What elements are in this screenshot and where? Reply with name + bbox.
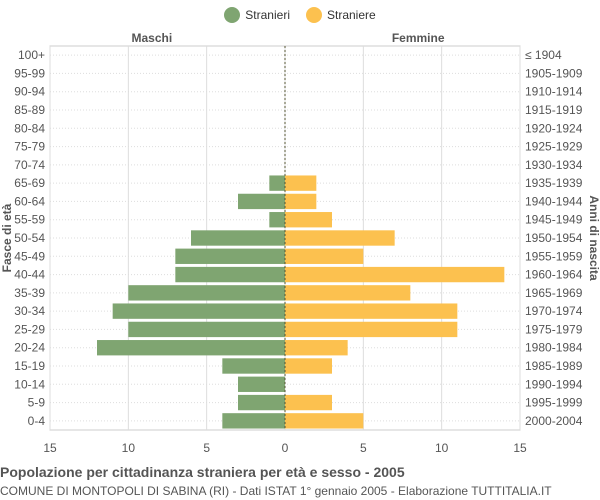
age-group-label: 75-79 bbox=[14, 140, 45, 154]
birth-year-label: 1955-1959 bbox=[525, 249, 583, 263]
birth-year-label: 1970-1974 bbox=[525, 304, 583, 318]
birth-year-label: 1985-1989 bbox=[525, 359, 583, 373]
x-tick-label: 10 bbox=[435, 441, 449, 455]
birth-year-label: 1975-1979 bbox=[525, 322, 583, 336]
age-group-label: 5-9 bbox=[28, 396, 46, 410]
birth-year-label: 1945-1949 bbox=[525, 213, 583, 227]
y-axis-label-right: Anni di nascita bbox=[587, 195, 600, 281]
population-pyramid-chart: 15 10 5 0 5 10 15 100+ ≤ 1904 95-99 1905-1909 90-94… bbox=[0, 31, 600, 455]
age-group-label: 65-69 bbox=[14, 176, 45, 190]
legend-item-straniere[interactable]: Straniere bbox=[305, 7, 376, 23]
legend-label-stranieri: Stranieri bbox=[245, 8, 290, 22]
legend-item-stranieri[interactable]: Stranieri bbox=[224, 7, 290, 23]
male-bar bbox=[112, 303, 286, 319]
female-bar bbox=[285, 321, 458, 338]
birth-year-label: 1910-1914 bbox=[525, 85, 583, 99]
age-group-label: 0-4 bbox=[28, 414, 46, 428]
birth-year-label: 1905-1909 bbox=[525, 66, 583, 80]
female-bar bbox=[285, 303, 458, 319]
female-bar bbox=[285, 248, 364, 264]
age-group-label: 35-39 bbox=[14, 286, 45, 300]
males-header: Maschi bbox=[131, 31, 172, 45]
age-group-label: 45-49 bbox=[14, 249, 45, 263]
x-tick-label: 5 bbox=[360, 441, 367, 455]
birth-year-label: 1990-1994 bbox=[525, 377, 583, 391]
male-bar bbox=[222, 358, 285, 374]
birth-year-label: 1995-1999 bbox=[525, 396, 583, 410]
age-group-label: 55-59 bbox=[14, 213, 45, 227]
female-bar bbox=[285, 212, 332, 228]
birth-year-label: 1925-1929 bbox=[525, 140, 583, 154]
legend: Stranieri Straniere bbox=[0, 7, 600, 23]
female-bar bbox=[285, 340, 348, 356]
x-tick-label: 15 bbox=[43, 441, 57, 455]
male-bar bbox=[269, 212, 285, 228]
age-group-label: 70-74 bbox=[14, 158, 45, 172]
birth-year-label: 1965-1969 bbox=[525, 286, 583, 300]
male-bar bbox=[175, 266, 285, 283]
male-bar bbox=[128, 321, 285, 338]
male-bar bbox=[269, 175, 285, 191]
female-bar bbox=[285, 358, 332, 374]
x-tick-label: 15 bbox=[513, 441, 527, 455]
age-group-label: 15-19 bbox=[14, 359, 45, 373]
birth-year-label: 1935-1939 bbox=[525, 176, 583, 190]
age-group-label: 40-44 bbox=[14, 268, 45, 282]
birth-year-label: 2000-2004 bbox=[525, 414, 583, 428]
birth-year-label: 1940-1944 bbox=[525, 194, 583, 208]
age-group-label: 60-64 bbox=[14, 194, 45, 208]
age-group-label: 95-99 bbox=[14, 66, 45, 80]
birth-year-label: 1950-1954 bbox=[525, 231, 583, 245]
male-bar bbox=[191, 230, 285, 246]
x-tick-label: 0 bbox=[282, 441, 289, 455]
age-group-label: 85-89 bbox=[14, 103, 45, 117]
age-group-label: 30-34 bbox=[14, 304, 45, 318]
age-group-label: 25-29 bbox=[14, 322, 45, 336]
male-bar bbox=[238, 193, 285, 210]
female-bar bbox=[285, 266, 505, 283]
x-tick-label: 5 bbox=[203, 441, 210, 455]
male-bar bbox=[175, 248, 285, 264]
straniere-swatch-icon bbox=[305, 7, 322, 23]
age-group-label: 10-14 bbox=[14, 377, 45, 391]
legend-label-straniere: Straniere bbox=[326, 8, 376, 22]
females-header: Femmine bbox=[392, 31, 445, 45]
age-group-label: 20-24 bbox=[14, 341, 45, 355]
age-group-label: 50-54 bbox=[14, 231, 45, 245]
male-bar bbox=[97, 340, 285, 356]
y-axis-label-left: Fasce di età bbox=[0, 203, 14, 272]
male-bar bbox=[222, 413, 285, 429]
female-bar bbox=[285, 230, 395, 246]
female-bar bbox=[285, 193, 317, 210]
female-bar bbox=[285, 285, 411, 301]
birth-year-label: ≤ 1904 bbox=[525, 48, 562, 62]
female-bar bbox=[285, 394, 332, 411]
age-group-label: 100+ bbox=[18, 48, 45, 62]
male-bar bbox=[238, 376, 285, 392]
age-group-label: 90-94 bbox=[14, 85, 45, 99]
birth-year-label: 1980-1984 bbox=[525, 341, 583, 355]
stranieri-swatch-icon bbox=[224, 7, 241, 23]
female-bar bbox=[285, 413, 364, 429]
birth-year-label: 1960-1964 bbox=[525, 268, 583, 282]
male-bar bbox=[238, 394, 285, 411]
birth-year-label: 1915-1919 bbox=[525, 103, 583, 117]
female-bar bbox=[285, 175, 317, 191]
x-tick-label: 10 bbox=[122, 441, 136, 455]
age-group-label: 80-84 bbox=[14, 121, 45, 135]
birth-year-label: 1920-1924 bbox=[525, 121, 583, 135]
male-bar bbox=[128, 285, 285, 301]
birth-year-label: 1930-1934 bbox=[525, 158, 583, 172]
chart-subtitle: COMUNE DI MONTOPOLI DI SABINA (RI) - Dat… bbox=[0, 484, 552, 498]
chart-title: Popolazione per cittadinanza straniera p… bbox=[0, 464, 405, 480]
